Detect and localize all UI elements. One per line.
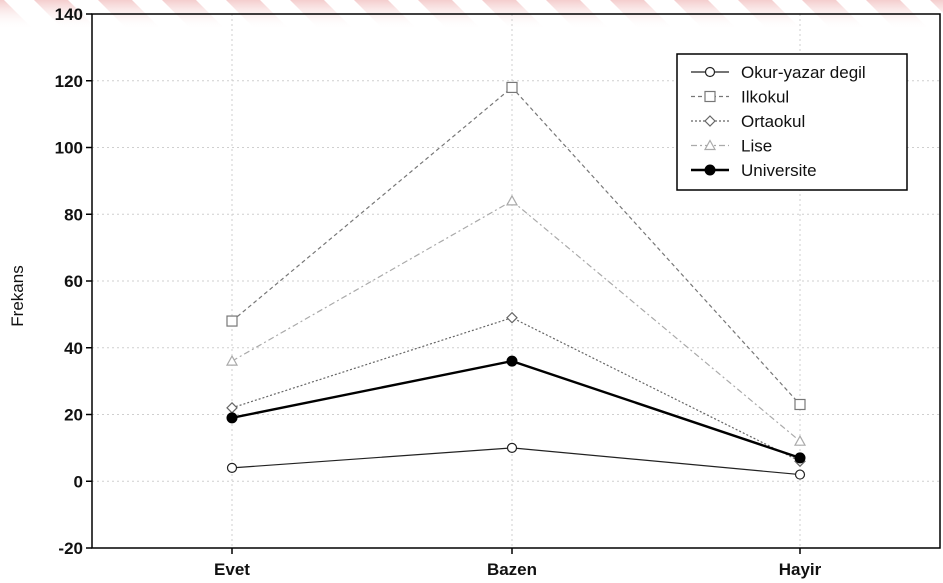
legend-marker [704, 66, 716, 78]
watermark-stripe [546, 0, 610, 30]
watermark-stripe [162, 0, 226, 30]
data-point-ortaokul [226, 401, 238, 414]
data-point-okur-yazar-degil [794, 469, 806, 480]
y-tick-label: 140 [55, 5, 83, 24]
legend-box [676, 53, 908, 191]
watermark-stripe [610, 0, 674, 30]
watermark-stripe [34, 0, 98, 30]
watermark-stripe [98, 0, 162, 30]
legend-item-ortaokul: Ortaokul [691, 112, 805, 131]
legend-marker [703, 139, 717, 151]
legend: Okur-yazar degil Ilkokul Ortaokul Lise Unive… [676, 53, 908, 191]
data-point-universite [506, 355, 518, 367]
watermark-stripes [0, 0, 943, 30]
y-tick-label: 0 [74, 472, 83, 491]
legend-item-okur-yazar-degil: Okur-yazar degil [691, 63, 866, 82]
watermark-stripe [482, 0, 546, 30]
data-point-ortaokul [506, 311, 518, 324]
series-universite [226, 355, 806, 464]
legend-item-universite: Universite [691, 161, 817, 180]
y-tick-label: 60 [64, 272, 83, 291]
data-point-lise [793, 434, 807, 446]
y-axis: -20 0 20 40 60 80 100 120 140 [55, 5, 92, 558]
y-tick-label: -20 [58, 539, 83, 558]
watermark-stripe [930, 0, 943, 13]
legend-marker [704, 164, 716, 176]
y-tick-label: 100 [55, 139, 83, 158]
data-point-ilkokul [506, 81, 518, 94]
data-point-universite [794, 452, 806, 464]
legend-item-lise: Lise [691, 137, 772, 156]
y-tick-label: 80 [64, 205, 83, 224]
y-tick-label: 40 [64, 339, 83, 358]
data-point-okur-yazar-degil [506, 442, 518, 453]
data-point-lise [505, 194, 519, 206]
data-point-universite [226, 412, 238, 424]
legend-label: Ortaokul [741, 112, 805, 131]
data-point-okur-yazar-degil [226, 462, 238, 473]
watermark-stripe [674, 0, 738, 30]
x-tick-label: Evet [214, 560, 250, 579]
series-ilkokul [226, 81, 806, 411]
legend-item-ilkokul: Ilkokul [691, 88, 789, 107]
legend-label: Universite [741, 161, 817, 180]
watermark-stripe [226, 0, 290, 30]
watermark-stripe [0, 0, 34, 30]
series-ortaokul [226, 311, 806, 468]
legend-label: Ilkokul [741, 88, 789, 107]
series-line-ortaokul [231, 317, 801, 462]
data-point-ilkokul [794, 398, 806, 411]
watermark-stripe [354, 0, 418, 30]
watermark-stripe [418, 0, 482, 30]
data-point-ilkokul [226, 315, 238, 327]
x-tick-label: Hayir [779, 560, 822, 579]
y-axis-title: Frekans [8, 265, 27, 326]
x-tick-label: Bazen [487, 560, 537, 579]
legend-label: Okur-yazar degil [741, 63, 866, 82]
y-tick-label: 20 [64, 406, 83, 425]
watermark-stripe [290, 0, 354, 30]
series-okur-yazar-degil [226, 442, 806, 480]
series-line-lise [231, 200, 801, 442]
legend-marker [704, 115, 716, 127]
x-axis: Evet Bazen Hayir [214, 548, 822, 579]
series-layer [225, 81, 807, 480]
legend-marker [704, 90, 716, 103]
data-point-lise [225, 354, 239, 366]
series-line-okur-yazar-degil [231, 447, 801, 476]
legend-label: Lise [741, 137, 772, 156]
watermark-stripe [802, 0, 866, 30]
series-line-universite [231, 359, 801, 460]
watermark-stripe [738, 0, 802, 30]
y-tick-label: 120 [55, 72, 83, 91]
series-lise [225, 194, 807, 446]
watermark-stripe [866, 0, 930, 30]
